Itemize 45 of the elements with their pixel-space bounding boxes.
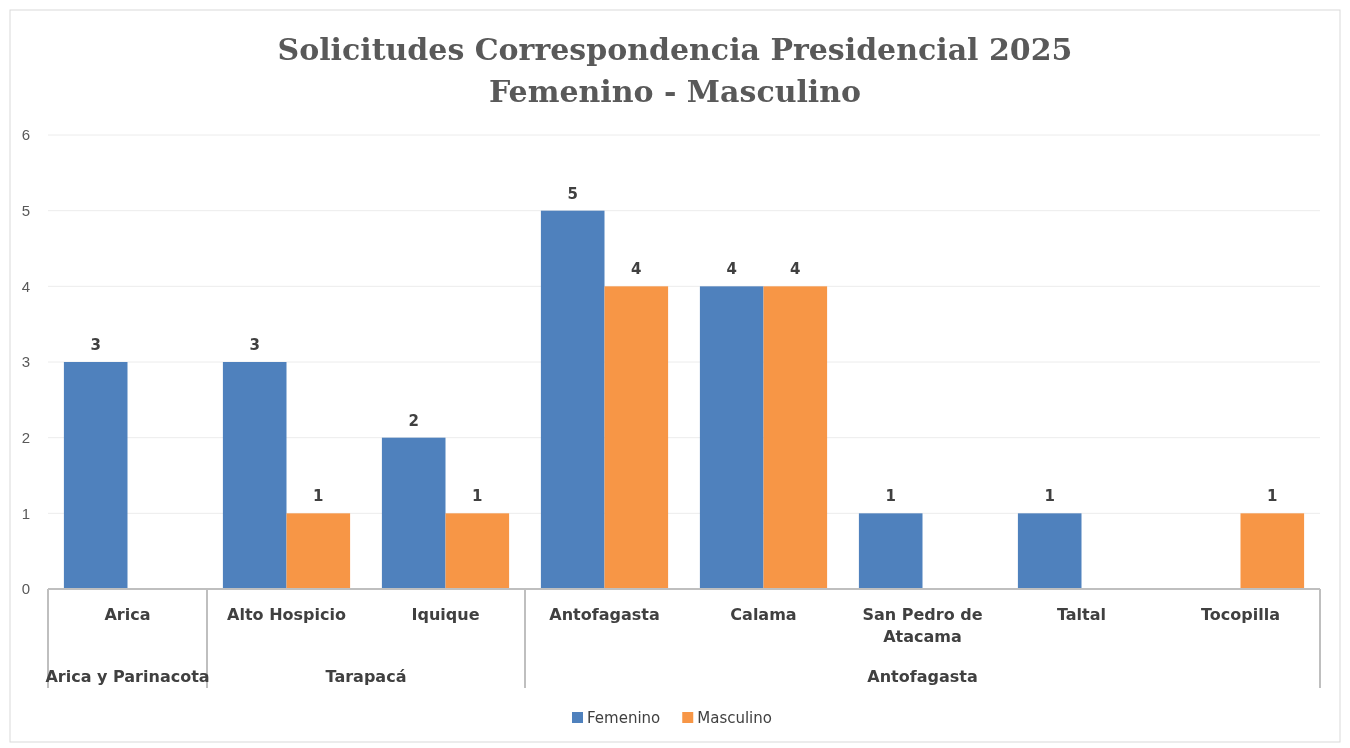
text: Tarapacá (325, 667, 407, 686)
x-tick-label: Tocopilla (1201, 605, 1280, 624)
data-label: 4 (790, 260, 801, 279)
y-tick-label: 3 (21, 353, 30, 371)
bar (222, 362, 287, 589)
x-tick-label: Calama (730, 605, 797, 624)
bar (286, 513, 351, 589)
x-tick-label: Iquique (411, 605, 480, 624)
data-label: 3 (90, 336, 101, 354)
bar (858, 513, 923, 589)
data-label: 1 (1267, 487, 1278, 506)
data-label: 1 (885, 487, 896, 506)
y-tick-label: 4 (21, 277, 30, 295)
data-label: 2 (408, 411, 419, 430)
data-label: 1 (1044, 487, 1055, 506)
x-tick-label: Taltal (1056, 605, 1107, 624)
y-tick-label: 6 (21, 126, 30, 144)
data-label: 3 (249, 336, 260, 354)
x-tick-label: Antofagasta (549, 605, 660, 624)
bar (63, 362, 128, 589)
y-tick-label: 1 (21, 504, 30, 522)
data-label: 1 (472, 487, 483, 506)
data-label: 1 (313, 487, 324, 506)
x-tick-label: Arica (104, 605, 151, 624)
bar (1240, 513, 1305, 589)
data-label: 4 (726, 260, 737, 279)
data-label: 5 (567, 184, 578, 203)
bar (445, 513, 510, 589)
text: Arica y Parinacota (45, 667, 210, 686)
y-tick-label: 0 (21, 580, 30, 598)
bar (699, 286, 764, 589)
data-label: 4 (631, 260, 642, 279)
bar (381, 437, 446, 589)
y-tick-label: 5 (21, 201, 30, 219)
bar (763, 286, 828, 589)
legend-label: Femenino (587, 709, 661, 727)
chart-title: Solicitudes Correspondencia Presidencial 2025 Femenino - Masculino (277, 32, 1073, 109)
x-tick-label: Alto Hospicio (227, 605, 346, 624)
y-tick-label: 2 (21, 428, 30, 446)
x-tick-label: San Pedro de Atacama (862, 605, 983, 646)
bar (540, 210, 605, 589)
legend-label: Masculino (697, 709, 772, 727)
text: Antofagasta (867, 667, 978, 686)
bar (1017, 513, 1082, 589)
bar (604, 286, 669, 589)
